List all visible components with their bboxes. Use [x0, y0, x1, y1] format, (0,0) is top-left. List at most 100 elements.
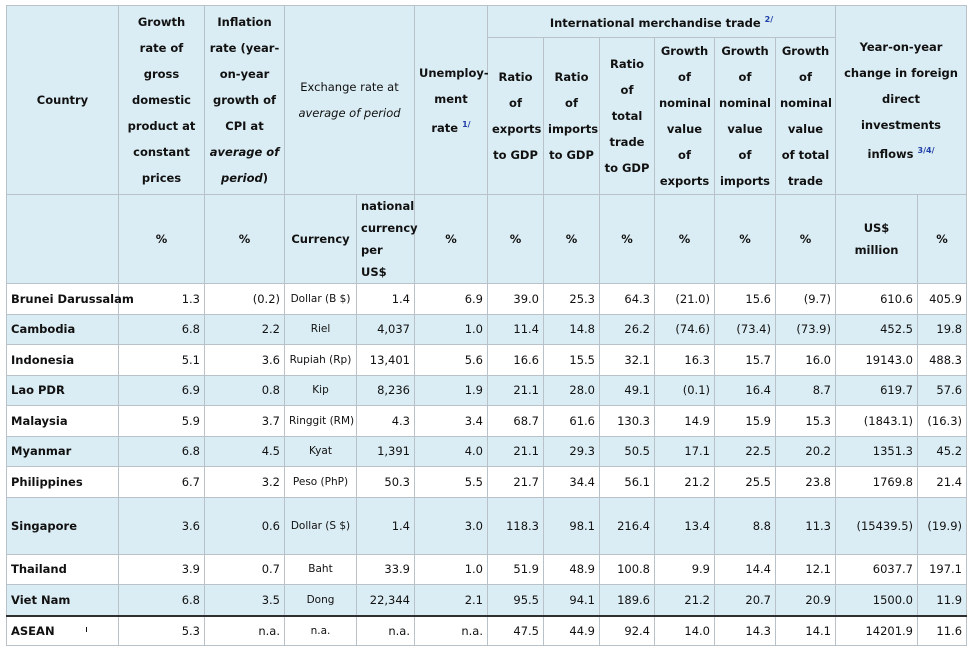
cell-fdi-usd: 14201.9 [835, 614, 918, 646]
header-unemployment: Unemploy-ment rate 1/ [414, 5, 489, 195]
footnote-2-marker: 2/ [764, 15, 774, 25]
unit-inflation: % [204, 194, 285, 284]
cell-exp-gdp: 68.7 [487, 405, 544, 437]
unit-exports-gdp: % [487, 194, 544, 284]
cell-g-trade: 11.3 [775, 496, 836, 555]
table-row: Viet Nam 6.8 3.5 Dong 22,344 2.1 95.5 94.1 189.6… [6, 584, 968, 616]
cell-inflation: 2.2 [204, 313, 285, 345]
cell-rate: 13,401 [356, 344, 415, 376]
cell-g-imp: 8.8 [714, 496, 776, 555]
cell-currency: Ringgit (RM) [284, 405, 357, 437]
cell-g-trade: 23.8 [775, 466, 836, 498]
footnote-rule [86, 627, 87, 632]
cell-g-trade: (9.7) [775, 283, 836, 315]
cell-trade-gdp: 130.3 [599, 405, 655, 437]
cell-trade-gdp: 100.8 [599, 553, 655, 585]
table-row: Thailand 3.9 0.7 Baht 33.9 1.0 51.9 48.9 100.8 9.… [6, 553, 968, 585]
cell-imp-gdp: 28.0 [543, 374, 600, 406]
cell-rate: n.a. [356, 614, 415, 646]
cell-trade-gdp: 92.4 [599, 614, 655, 646]
header-gdp: Growth rate of gross domestic product at… [118, 5, 205, 195]
row-country: Thailand [6, 553, 119, 585]
cell-fdi-pct: 11.9 [916, 584, 968, 616]
cell-currency: Riel [284, 313, 357, 345]
cell-fdi-usd: 1769.8 [835, 466, 918, 498]
cell-unemp: n.a. [414, 614, 488, 646]
cell-trade-gdp: 32.1 [599, 344, 655, 376]
cell-currency: Kyat [284, 435, 357, 467]
cell-unemp: 6.9 [414, 283, 488, 315]
cell-rate: 1.4 [356, 496, 415, 555]
cell-trade-gdp: 50.5 [599, 435, 655, 467]
cell-fdi-usd: 19143.0 [835, 344, 918, 376]
cell-gdp: 6.7 [118, 466, 205, 498]
table-row: Brunei Darussalam 1.3 (0.2) Dollar (B $) 1.4… [6, 283, 968, 315]
cell-imp-gdp: 34.4 [543, 466, 600, 498]
cell-fdi-pct: (16.3) [916, 405, 968, 437]
cell-g-exp: 17.1 [654, 435, 715, 467]
cell-g-exp: 21.2 [654, 584, 715, 616]
cell-inflation: 3.7 [204, 405, 285, 437]
cell-gdp: 1.3 [118, 283, 205, 315]
cell-currency: Dollar (B $) [284, 283, 357, 315]
cell-currency: Peso (PhP) [284, 466, 357, 498]
unit-trade-gdp: % [599, 194, 655, 284]
cell-unemp: 1.9 [414, 374, 488, 406]
cell-fdi-pct: 488.3 [916, 344, 968, 376]
cell-exp-gdp: 118.3 [487, 496, 544, 555]
unit-gdp: % [118, 194, 205, 284]
cell-gdp: 6.8 [118, 584, 205, 616]
cell-fdi-usd: (15439.5) [835, 496, 918, 555]
cell-fdi-pct: 11.6 [916, 614, 968, 646]
cell-exp-gdp: 11.4 [487, 313, 544, 345]
cell-rate: 33.9 [356, 553, 415, 585]
cell-unemp: 4.0 [414, 435, 488, 467]
cell-g-imp: 25.5 [714, 466, 776, 498]
cell-gdp: 6.8 [118, 435, 205, 467]
row-country: Myanmar [6, 435, 119, 467]
cell-inflation: 3.5 [204, 584, 285, 616]
table-row: Singapore 3.6 0.6 Dollar (S $) 1.4 3.0 118.3 98… [6, 496, 968, 555]
header-exports-gdp: Ratio of exports to GDP [487, 37, 544, 195]
table-row: Indonesia 5.1 3.6 Rupiah (Rp) 13,401 5.6 16.6 1… [6, 344, 968, 376]
unit-fdi-pct: % [916, 194, 968, 284]
table-row: Myanmar 6.8 4.5 Kyat 1,391 4.0 21.1 29.3 50.5 17.… [6, 435, 968, 467]
cell-g-exp: 21.2 [654, 466, 715, 498]
table-row: Philippines 6.7 3.2 Peso (PhP) 50.3 5.5 21.7 34… [6, 466, 968, 498]
cell-g-exp: (0.1) [654, 374, 715, 406]
row-country: ASEAN [6, 614, 119, 646]
cell-unemp: 3.0 [414, 496, 488, 555]
header-inflation: Inflation rate (year-on-year growth of C… [204, 5, 285, 195]
cell-exp-gdp: 21.1 [487, 435, 544, 467]
header-country: Country [6, 5, 119, 195]
cell-g-trade: 20.2 [775, 435, 836, 467]
unit-unemployment: % [414, 194, 488, 284]
row-country: Viet Nam [6, 584, 119, 616]
header-trade-gdp: Ratio of total trade to GDP [599, 37, 655, 195]
cell-fdi-pct: 405.9 [916, 283, 968, 315]
cell-exp-gdp: 16.6 [487, 344, 544, 376]
header-fdi: Year-on-year change in foreign direct in… [834, 5, 968, 195]
header-growth-exports: Growth of nominal value of exports [654, 37, 715, 195]
cell-fdi-usd: 1351.3 [835, 435, 918, 467]
cell-fdi-usd: 6037.7 [835, 553, 918, 585]
cell-imp-gdp: 98.1 [543, 496, 600, 555]
cell-unemp: 2.1 [414, 584, 488, 616]
cell-currency: n.a. [284, 614, 357, 646]
header-growth-imports: Growth of nominal value of imports [714, 37, 776, 195]
cell-fdi-usd: 610.6 [835, 283, 918, 315]
cell-g-imp: 14.4 [714, 553, 776, 585]
cell-unemp: 5.5 [414, 466, 488, 498]
cell-exp-gdp: 47.5 [487, 614, 544, 646]
cell-g-exp: (21.0) [654, 283, 715, 315]
cell-exp-gdp: 21.7 [487, 466, 544, 498]
cell-g-imp: 15.9 [714, 405, 776, 437]
unit-currency: Currency [284, 194, 357, 284]
cell-rate: 22,344 [356, 584, 415, 616]
cell-trade-gdp: 26.2 [599, 313, 655, 345]
cell-inflation: 3.6 [204, 344, 285, 376]
cell-fdi-usd: (1843.1) [835, 405, 918, 437]
cell-trade-gdp: 189.6 [599, 584, 655, 616]
cell-fdi-pct: 19.8 [916, 313, 968, 345]
cell-inflation: n.a. [204, 614, 285, 646]
